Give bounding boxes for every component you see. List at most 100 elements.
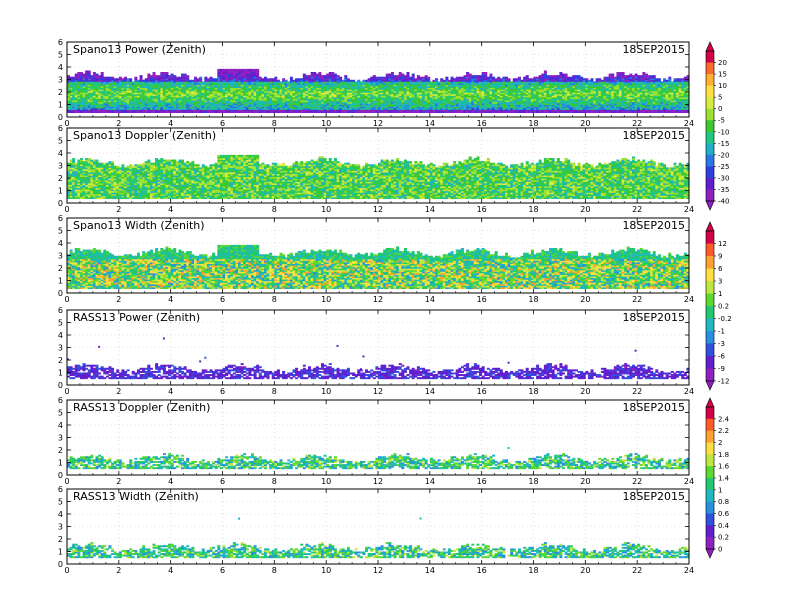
data-cell (295, 78, 298, 80)
data-cell (228, 69, 231, 71)
data-cell (326, 74, 329, 76)
data-cell (435, 78, 438, 80)
data-cell (487, 77, 490, 79)
data-cell (526, 75, 529, 77)
data-cell (419, 77, 422, 79)
data-cell (290, 77, 293, 79)
data-cell (114, 78, 117, 80)
data-cell (267, 78, 270, 80)
data-cell (394, 75, 397, 77)
data-cell (502, 77, 505, 79)
data-cell (121, 78, 124, 80)
data-cell (88, 70, 91, 72)
data-cell (186, 75, 189, 77)
data-cell (476, 75, 479, 77)
data-cell (585, 78, 588, 80)
data-cell (381, 77, 384, 79)
data-cell (575, 75, 578, 77)
data-cell (184, 74, 187, 76)
data-cell (375, 77, 378, 79)
data-cell (598, 78, 601, 80)
data-cell (191, 80, 194, 82)
data-cell (588, 80, 591, 82)
data-cell (448, 80, 451, 82)
data-cell (316, 74, 319, 76)
data-cell (500, 78, 503, 80)
data-cell (497, 77, 500, 79)
data-cell (90, 75, 93, 77)
data-cell (155, 75, 158, 77)
data-cell (212, 78, 215, 80)
data-cell (425, 75, 428, 77)
data-cell (349, 80, 352, 82)
data-cell (303, 74, 306, 76)
data-cell (559, 72, 562, 74)
data-cell (596, 78, 599, 80)
data-cell (246, 69, 249, 71)
data-cell (150, 75, 153, 77)
data-cell (80, 72, 83, 74)
data-cell (583, 78, 586, 80)
data-cell (127, 78, 130, 80)
data-cell (422, 77, 425, 79)
data-cell (272, 78, 275, 80)
data-cell (254, 69, 257, 71)
data-cell (305, 75, 308, 77)
data-cell (362, 80, 365, 82)
data-cell (471, 75, 474, 77)
data-cell (464, 75, 467, 77)
data-cell (580, 77, 583, 79)
data-cell (593, 81, 596, 83)
data-cell (544, 70, 547, 72)
data-cell (404, 75, 407, 77)
data-cell (280, 81, 283, 83)
data-cell (373, 75, 376, 77)
data-cell (235, 69, 238, 71)
data-cell (521, 80, 524, 82)
data-cell (124, 77, 127, 79)
data-cell (331, 72, 334, 74)
data-cell (261, 78, 264, 80)
data-cell (466, 72, 469, 74)
data-cell (489, 74, 492, 76)
data-cell (259, 77, 262, 79)
data-cell (300, 78, 303, 80)
data-cell (251, 69, 254, 71)
data-cell (285, 80, 288, 82)
data-cell (339, 77, 342, 79)
data-cell (443, 80, 446, 82)
data-cell (388, 74, 391, 76)
data-cell (85, 70, 88, 72)
data-cell (484, 72, 487, 74)
data-cell (414, 78, 417, 80)
data-cell (93, 72, 96, 74)
data-cell (461, 77, 464, 79)
data-cell (562, 74, 565, 76)
data-cell (347, 78, 350, 80)
data-cell (456, 77, 459, 79)
data-cell (163, 72, 166, 74)
data-cell (578, 75, 581, 77)
data-cell (591, 78, 594, 80)
data-cell (134, 77, 137, 79)
data-cell (197, 78, 200, 80)
data-cell (513, 78, 516, 80)
data-cell (202, 81, 205, 83)
data-cell (287, 81, 290, 83)
data-cell (158, 75, 161, 77)
data-cell (171, 74, 174, 76)
data-cell (531, 78, 534, 80)
data-cell (427, 77, 430, 79)
data-cell (539, 75, 542, 77)
data-cell (534, 77, 537, 79)
data-cell (142, 80, 145, 82)
data-cell (523, 77, 526, 79)
data-cell (601, 80, 604, 82)
data-cell (215, 78, 218, 80)
data-cell (129, 78, 132, 80)
data-cell (72, 77, 75, 79)
data-cell (370, 77, 373, 79)
data-cell (153, 72, 156, 74)
data-cell (98, 75, 101, 77)
